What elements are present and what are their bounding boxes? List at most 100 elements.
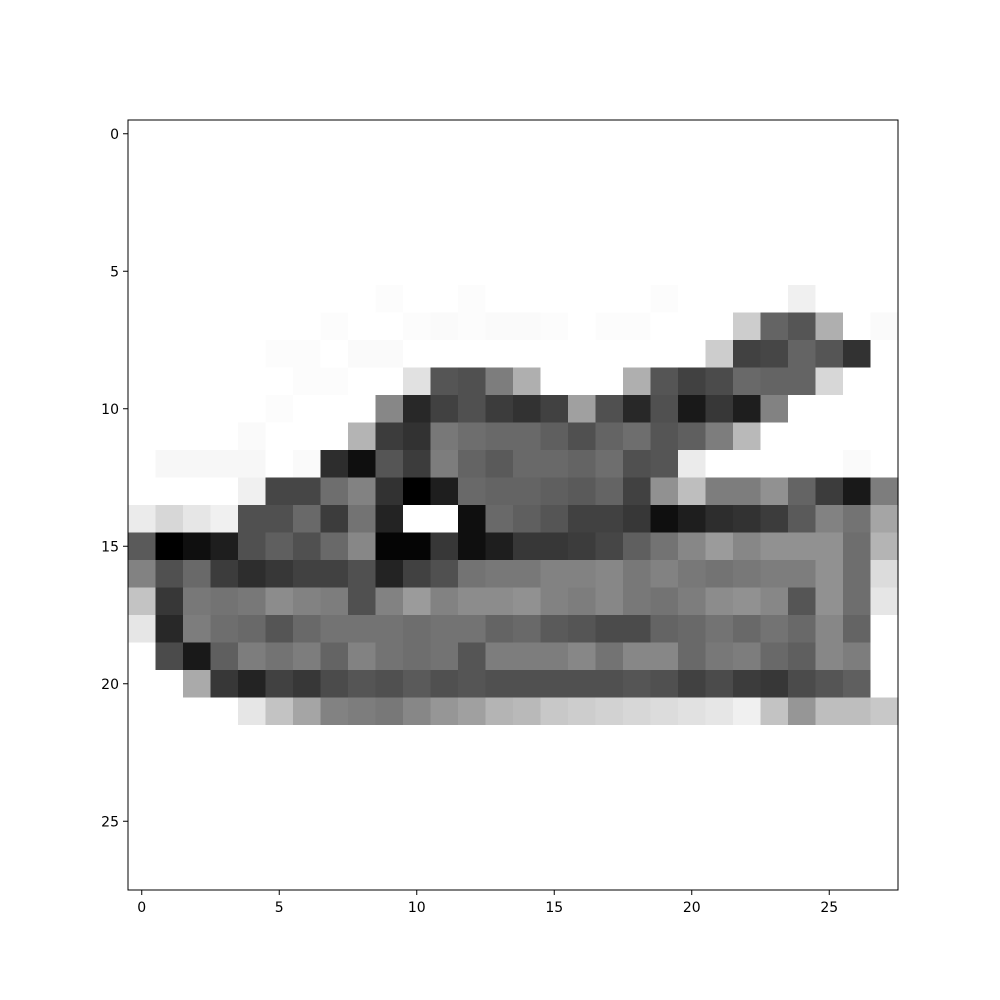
- heatmap-cell: [375, 230, 404, 259]
- heatmap-cell: [375, 560, 404, 589]
- heatmap-cell: [403, 367, 432, 396]
- heatmap-cell: [348, 120, 377, 149]
- heatmap-cell: [733, 477, 762, 506]
- heatmap-cell: [733, 752, 762, 781]
- heatmap-cell: [870, 202, 899, 231]
- heatmap-cell: [128, 587, 157, 616]
- heatmap-cell: [128, 862, 157, 891]
- heatmap-cell: [650, 340, 679, 369]
- heatmap-cell: [293, 175, 322, 204]
- heatmap-cell: [870, 120, 899, 149]
- heatmap-cell: [513, 615, 542, 644]
- heatmap-cell: [128, 780, 157, 809]
- heatmap-cell: [705, 147, 734, 176]
- heatmap-cell: [210, 560, 239, 589]
- heatmap-cell: [293, 560, 322, 589]
- heatmap-cell: [458, 202, 487, 231]
- heatmap-cell: [788, 587, 817, 616]
- heatmap-cell: [348, 147, 377, 176]
- heatmap-cell: [265, 477, 294, 506]
- heatmap-cell: [650, 807, 679, 836]
- heatmap-cell: [678, 670, 707, 699]
- heatmap-cell: [430, 505, 459, 534]
- heatmap-cell: [870, 422, 899, 451]
- heatmap-cell: [210, 312, 239, 341]
- heatmap-cell: [430, 725, 459, 754]
- heatmap-cell: [678, 532, 707, 561]
- heatmap-cell: [320, 670, 349, 699]
- heatmap-cell: [293, 230, 322, 259]
- heatmap-cell: [870, 147, 899, 176]
- heatmap-cell: [155, 505, 184, 534]
- heatmap-cell: [540, 285, 569, 314]
- heatmap-cell: [843, 477, 872, 506]
- heatmap-cell: [348, 835, 377, 864]
- heatmap-cell: [458, 230, 487, 259]
- heatmap-cell: [375, 697, 404, 726]
- heatmap-cell: [375, 285, 404, 314]
- heatmap-cell: [210, 670, 239, 699]
- heatmap-cell: [265, 532, 294, 561]
- heatmap-cell: [843, 615, 872, 644]
- heatmap-cell: [650, 312, 679, 341]
- heatmap-cell: [705, 725, 734, 754]
- heatmap-cell: [705, 175, 734, 204]
- heatmap-cell: [733, 285, 762, 314]
- heatmap-cell: [513, 395, 542, 424]
- heatmap-cell: [540, 862, 569, 891]
- heatmap-cell: [568, 202, 597, 231]
- heatmap-cell: [293, 202, 322, 231]
- heatmap-cell: [183, 147, 212, 176]
- heatmap-cell: [375, 340, 404, 369]
- heatmap-cell: [843, 835, 872, 864]
- heatmap-cell: [705, 697, 734, 726]
- heatmap-cell: [238, 340, 267, 369]
- x-tick-label: 20: [683, 900, 701, 916]
- heatmap-cell: [595, 395, 624, 424]
- heatmap-cell: [870, 450, 899, 479]
- heatmap-cell: [210, 230, 239, 259]
- heatmap-cell: [788, 807, 817, 836]
- heatmap-cell: [788, 642, 817, 671]
- heatmap-cell: [238, 725, 267, 754]
- heatmap-cell: [430, 532, 459, 561]
- heatmap-cell: [348, 367, 377, 396]
- heatmap-cell: [733, 835, 762, 864]
- heatmap-cell: [678, 615, 707, 644]
- heatmap-cell: [128, 615, 157, 644]
- heatmap-cell: [210, 697, 239, 726]
- heatmap-cell: [678, 505, 707, 534]
- heatmap-cell: [320, 147, 349, 176]
- heatmap-cell: [265, 422, 294, 451]
- heatmap-cell: [540, 202, 569, 231]
- heatmap-cell: [430, 340, 459, 369]
- heatmap-cell: [265, 670, 294, 699]
- heatmap-cell: [760, 587, 789, 616]
- heatmap-cell: [513, 477, 542, 506]
- x-tick-label: 5: [275, 900, 284, 916]
- heatmap-cell: [733, 120, 762, 149]
- heatmap-cell: [843, 312, 872, 341]
- heatmap-cell: [430, 835, 459, 864]
- heatmap-cell: [788, 615, 817, 644]
- heatmap-cell: [678, 175, 707, 204]
- heatmap-cell: [843, 422, 872, 451]
- heatmap-cell: [320, 450, 349, 479]
- heatmap-cell: [650, 532, 679, 561]
- heatmap-cell: [155, 697, 184, 726]
- heatmap-cell: [815, 697, 844, 726]
- heatmap-cell: [265, 725, 294, 754]
- heatmap-cell: [705, 422, 734, 451]
- heatmap-cell: [595, 670, 624, 699]
- heatmap-cell: [705, 587, 734, 616]
- heatmap-cell: [155, 450, 184, 479]
- heatmap-cell: [403, 202, 432, 231]
- heatmap-cell: [650, 752, 679, 781]
- heatmap-cell: [375, 202, 404, 231]
- heatmap-cell: [458, 835, 487, 864]
- heatmap-cell: [320, 807, 349, 836]
- heatmap-cell: [595, 505, 624, 534]
- heatmap-cell: [843, 450, 872, 479]
- heatmap-cell: [788, 477, 817, 506]
- heatmap-cell: [485, 422, 514, 451]
